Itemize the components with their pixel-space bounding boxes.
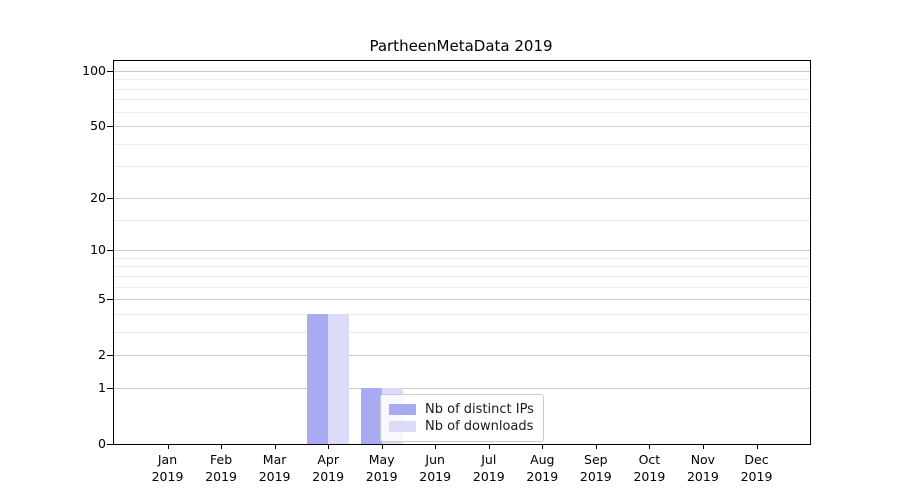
y-tick (107, 197, 113, 199)
major-gridline (114, 197, 810, 199)
bar-distinct-ips-may (360, 387, 382, 444)
x-tick (649, 445, 651, 449)
y-tick (107, 250, 113, 252)
x-tick (488, 445, 490, 449)
y-tick-label: 2 (98, 347, 106, 363)
y-tick-label: 0 (98, 436, 106, 451)
y-tick (107, 387, 113, 389)
minor-gridline (114, 219, 810, 221)
major-gridline (114, 387, 810, 389)
chart-title: PartheenMetaData 2019 (369, 37, 553, 55)
minor-gridline (114, 286, 810, 288)
legend-swatch-distinct-ips (389, 404, 416, 415)
minor-gridline (114, 79, 810, 81)
x-tick (221, 445, 223, 449)
x-tick-label: Mar 2019 (258, 452, 291, 484)
x-tick (702, 445, 704, 449)
x-tick-label: Jul 2019 (472, 452, 505, 484)
major-gridline (114, 70, 810, 72)
x-tick-label: Dec 2019 (740, 452, 773, 484)
x-tick-label: Jan 2019 (151, 452, 184, 484)
x-tick (167, 445, 169, 449)
minor-gridline (114, 275, 810, 277)
x-tick-label: Nov 2019 (686, 452, 719, 484)
y-tick (107, 355, 113, 357)
major-gridline (114, 126, 810, 127)
x-tick-label: Oct 2019 (633, 452, 666, 484)
legend-entry-distinct-ips: Nb of distinct IPs (389, 401, 534, 418)
major-gridline (114, 355, 810, 357)
x-tick-label: Sep 2019 (579, 452, 612, 484)
x-tick (328, 445, 330, 449)
x-tick-label: Feb 2019 (205, 452, 237, 484)
minor-gridline (114, 88, 810, 90)
x-tick-label: Apr 2019 (312, 452, 345, 484)
minor-gridline (114, 111, 810, 113)
minor-gridline (114, 257, 810, 259)
x-tick (756, 445, 758, 449)
x-tick (435, 445, 437, 449)
minor-gridline (114, 166, 810, 168)
y-tick (107, 126, 113, 127)
y-tick (107, 299, 113, 301)
x-tick (274, 445, 276, 449)
y-tick-label: 50 (90, 118, 106, 133)
minor-gridline (114, 313, 810, 315)
legend-label-downloads: Nb of downloads (425, 419, 534, 434)
bar-downloads-apr (328, 313, 350, 444)
x-tick (542, 445, 544, 449)
legend-swatch-downloads (389, 421, 416, 432)
x-tick-label: May 2019 (365, 452, 398, 484)
y-tick-label: 20 (90, 189, 106, 205)
minor-gridline (114, 99, 810, 101)
x-tick-label: Jun 2019 (419, 452, 452, 484)
major-gridline (114, 250, 810, 252)
plot-area: Nb of distinct IPs Nb of downloads 0 1 2 5 1… (82, 60, 811, 484)
x-tick-label: Aug 2019 (526, 452, 559, 484)
x-tick (595, 445, 597, 449)
legend-entry-downloads: Nb of downloads (389, 418, 534, 435)
bar-distinct-ips-apr (307, 313, 329, 444)
legend-label-distinct-ips: Nb of distinct IPs (425, 402, 534, 417)
minor-gridline (114, 143, 810, 145)
minor-gridline (114, 266, 810, 268)
legend: Nb of distinct IPs Nb of downloads (380, 394, 544, 442)
y-tick (107, 70, 113, 72)
y-tick-label: 10 (90, 242, 106, 258)
major-gridline (114, 299, 810, 301)
minor-gridline (114, 331, 810, 333)
y-tick (107, 444, 113, 445)
y-tick-label: 5 (98, 291, 106, 307)
x-tick (381, 445, 383, 449)
y-tick-label: 1 (98, 379, 106, 395)
y-tick-label: 100 (82, 62, 106, 78)
